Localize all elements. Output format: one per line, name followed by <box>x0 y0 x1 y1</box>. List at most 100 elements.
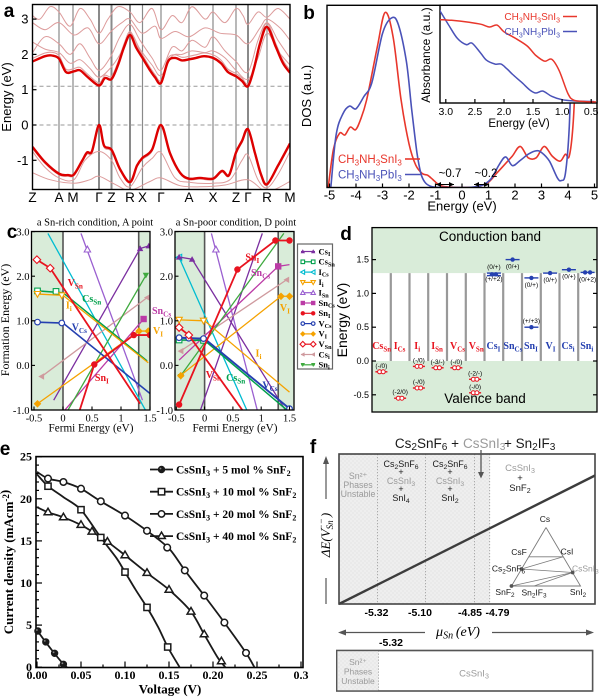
svg-text:4: 4 <box>564 188 571 203</box>
svg-text:Absorbance (a.u.): Absorbance (a.u.) <box>419 7 433 102</box>
svg-text:CsSnI3: CsSnI3 <box>505 463 535 475</box>
svg-text:0.0: 0.0 <box>16 361 29 372</box>
svg-text:Unstable: Unstable <box>341 676 375 686</box>
svg-text:CsSnI3: CsSnI3 <box>387 476 416 488</box>
svg-text:-1.0: -1.0 <box>156 406 173 417</box>
svg-text:CsSn: CsSn <box>226 373 245 386</box>
svg-text:Phases: Phases <box>343 480 373 490</box>
svg-text:M: M <box>284 190 295 205</box>
svg-text:Z: Z <box>107 190 115 205</box>
svg-text:Z: Z <box>232 190 240 205</box>
svg-text:X: X <box>138 190 147 205</box>
svg-text:μSn (eV): μSn (eV) <box>435 625 480 642</box>
svg-text:Unstable: Unstable <box>341 489 376 499</box>
svg-text:0.25: 0.25 <box>247 668 268 682</box>
svg-text:VI: VI <box>546 341 556 353</box>
svg-text:+: + <box>447 484 452 494</box>
svg-text:Cs2SnF6: Cs2SnF6 <box>432 459 467 471</box>
svg-text:SnF2: SnF2 <box>495 587 515 599</box>
svg-text:VI: VI <box>319 329 328 341</box>
svg-text:0: 0 <box>458 188 465 203</box>
svg-text:~0.2: ~0.2 <box>475 168 498 180</box>
svg-text:0.15: 0.15 <box>159 668 180 682</box>
svg-text:Valence band: Valence band <box>444 391 526 406</box>
svg-text:Conduction band: Conduction band <box>439 229 541 244</box>
svg-text:(0/+): (0/+) <box>506 264 520 271</box>
svg-text:(+/+3): (+/+3) <box>523 318 540 325</box>
svg-text:-5.32: -5.32 <box>365 607 389 619</box>
svg-text:Csi: Csi <box>319 349 330 361</box>
svg-text:Phases: Phases <box>344 667 372 677</box>
svg-text:SnI: SnI <box>95 373 109 386</box>
svg-text:ΔE(VSn−−): ΔE(VSn−−) <box>316 513 335 558</box>
svg-text:VCs: VCs <box>72 323 87 336</box>
svg-text:X: X <box>208 190 217 205</box>
svg-text:1: 1 <box>21 82 28 97</box>
svg-text:(0/+): (0/+) <box>543 277 557 284</box>
svg-text:5: 5 <box>591 188 598 203</box>
svg-text:-0.5: -0.5 <box>26 414 43 425</box>
svg-text:CH3NH3SnI3: CH3NH3SnI3 <box>504 12 560 25</box>
svg-text:0.5: 0.5 <box>85 414 98 425</box>
svg-text:3: 3 <box>21 12 28 27</box>
svg-text:CsSnI3 + 40 mol % SnF2: CsSnI3 + 40 mol % SnF2 <box>176 531 296 545</box>
svg-text:(-2/-): (-2/-) <box>468 370 482 377</box>
svg-text:0.0: 0.0 <box>160 361 173 372</box>
svg-text:1.0: 1.0 <box>160 317 173 328</box>
svg-text:2.0: 2.0 <box>497 106 512 118</box>
svg-text:Energy (eV): Energy (eV) <box>0 62 14 131</box>
svg-text:Ii: Ii <box>256 348 262 361</box>
svg-text:-0.5: -0.5 <box>353 390 369 400</box>
svg-text:Cs2SnF6: Cs2SnF6 <box>492 564 526 576</box>
svg-text:0.05: 0.05 <box>71 668 92 682</box>
svg-text:-1: -1 <box>430 188 442 203</box>
svg-text:Cs2SnF6: Cs2SnF6 <box>383 459 418 471</box>
svg-text:VSn: VSn <box>206 370 221 383</box>
svg-text:SnI2: SnI2 <box>441 493 459 505</box>
svg-text:~0.7: ~0.7 <box>439 168 462 180</box>
svg-text:CsSnI3 + 20 mol % SnF2: CsSnI3 + 20 mol % SnF2 <box>176 509 296 523</box>
svg-text:2.0: 2.0 <box>16 272 29 283</box>
svg-text:-1: -1 <box>17 153 29 168</box>
svg-text:CsSn: CsSn <box>82 294 101 307</box>
svg-text:ISn: ISn <box>431 341 443 353</box>
svg-text:(0/+): (0/+) <box>487 264 501 271</box>
svg-text:+: + <box>447 467 452 477</box>
svg-text:-4.85: -4.85 <box>458 607 482 619</box>
svg-text:(-2/0): (-2/0) <box>392 389 408 396</box>
svg-text:VSn: VSn <box>68 278 83 291</box>
svg-text:0: 0 <box>26 660 32 674</box>
svg-text:Sn²⁺: Sn²⁺ <box>349 657 367 667</box>
svg-text:1: 1 <box>259 414 264 425</box>
svg-text:CsI: CsI <box>319 246 331 258</box>
svg-text:CsSnI3 + 10 mol % SnF2: CsSnI3 + 10 mol % SnF2 <box>176 487 296 501</box>
svg-text:VSn: VSn <box>319 339 333 351</box>
svg-text:CsSn: CsSn <box>372 341 391 353</box>
svg-text:0.00: 0.00 <box>27 668 48 682</box>
svg-text:Z: Z <box>28 190 36 205</box>
svg-text:ICs: ICs <box>319 267 330 279</box>
svg-text:Γ: Γ <box>157 190 165 205</box>
svg-text:SnCs: SnCs <box>503 341 522 353</box>
svg-text:SnF2: SnF2 <box>509 483 530 495</box>
svg-text:Sn2IF3: Sn2IF3 <box>521 588 547 600</box>
svg-text:1: 1 <box>118 414 123 425</box>
svg-text:VCs: VCs <box>450 341 465 353</box>
svg-text:R: R <box>125 190 135 205</box>
svg-text:A: A <box>184 190 193 205</box>
svg-text:SnI: SnI <box>245 253 259 266</box>
svg-text:2.5: 2.5 <box>468 106 483 118</box>
svg-text:CsSnI3: CsSnI3 <box>459 669 489 681</box>
svg-text:1.5: 1.5 <box>356 255 369 265</box>
svg-text:Current density (mAcm-2): Current density (mAcm-2) <box>0 490 16 634</box>
svg-text:2: 2 <box>511 188 518 203</box>
svg-text:(-/0): (-/0) <box>375 363 387 370</box>
svg-text:Energy (eV): Energy (eV) <box>427 199 496 214</box>
svg-text:-5.10: -5.10 <box>408 607 432 619</box>
svg-text:(-/0): (-/0) <box>450 359 462 366</box>
svg-text:CH3NH3PbI3: CH3NH3PbI3 <box>504 27 560 40</box>
svg-text:ISn: ISn <box>319 288 330 300</box>
svg-text:5: 5 <box>26 618 32 632</box>
svg-text:CsSn: CsSn <box>319 257 336 269</box>
svg-text:a Sn-poor condition, D point: a Sn-poor condition, D point <box>176 218 297 229</box>
